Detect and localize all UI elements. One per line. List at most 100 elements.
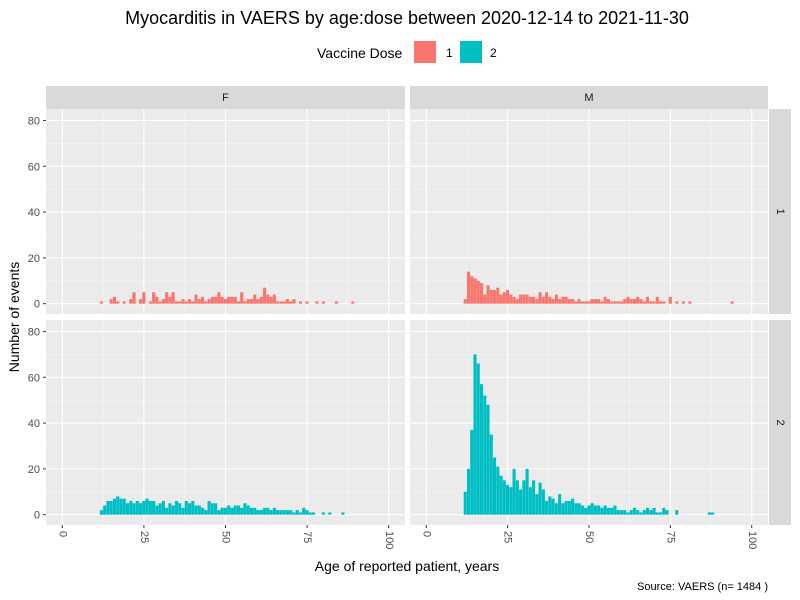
bar xyxy=(551,299,555,304)
bar xyxy=(548,496,552,515)
bar xyxy=(109,500,113,515)
bar xyxy=(632,299,637,304)
strip-label: F xyxy=(222,92,229,104)
bar xyxy=(619,301,624,304)
strip-background xyxy=(769,320,791,525)
bar xyxy=(233,296,237,304)
bar xyxy=(99,301,103,304)
bar xyxy=(165,292,169,304)
bar xyxy=(210,296,214,304)
bar xyxy=(632,507,637,515)
bar xyxy=(116,496,120,515)
bar xyxy=(282,301,286,304)
bar xyxy=(230,296,234,304)
bar xyxy=(662,301,666,304)
bar xyxy=(492,457,497,515)
y-tick-label: 0 xyxy=(34,510,40,522)
strip-col-f: F xyxy=(46,86,405,109)
bar xyxy=(730,301,734,304)
bar xyxy=(181,507,185,515)
bar xyxy=(665,510,669,515)
bar xyxy=(112,498,117,515)
bar xyxy=(463,299,467,304)
bar xyxy=(616,510,620,515)
y-tick-label: 40 xyxy=(28,418,40,430)
bar xyxy=(519,294,523,304)
bar xyxy=(279,510,283,515)
bar xyxy=(236,505,241,515)
bar xyxy=(528,487,532,515)
bar xyxy=(473,278,477,304)
bar xyxy=(593,299,597,304)
bar xyxy=(577,299,581,304)
bar xyxy=(269,510,273,515)
strip-row-2: 2 xyxy=(769,320,791,525)
bar xyxy=(341,512,345,515)
bar xyxy=(227,296,231,304)
bar xyxy=(132,292,136,304)
strip-background xyxy=(46,86,405,109)
bar xyxy=(266,294,270,304)
bar xyxy=(243,301,247,304)
bar xyxy=(610,507,614,515)
bar xyxy=(197,299,201,304)
bar xyxy=(174,301,179,304)
x-tick-label: 50 xyxy=(583,531,595,543)
bar xyxy=(688,301,692,304)
caption: Source: VAERS (n= 1484 ) xyxy=(637,581,768,593)
panel-m-dose-2: 0 25 50 75 100 xyxy=(410,320,768,549)
strip-background xyxy=(769,109,791,314)
bar xyxy=(204,301,208,304)
bar xyxy=(675,301,679,304)
bar xyxy=(223,507,227,515)
bar xyxy=(642,510,646,515)
bar xyxy=(285,299,289,304)
bar xyxy=(652,301,656,304)
bar xyxy=(519,489,523,515)
bar xyxy=(600,507,604,515)
bar xyxy=(479,384,484,515)
bar xyxy=(308,512,312,515)
bar xyxy=(230,507,234,515)
bar xyxy=(603,296,607,304)
y-tick-label: 80 xyxy=(28,326,40,338)
bar xyxy=(168,503,172,515)
bar xyxy=(522,480,526,515)
bar xyxy=(243,503,247,515)
y-tick-label: 80 xyxy=(28,115,40,127)
bar xyxy=(587,301,591,304)
bar xyxy=(220,296,224,304)
bar xyxy=(662,507,666,515)
bar xyxy=(541,296,545,304)
bar xyxy=(298,512,303,515)
bar xyxy=(541,489,545,515)
bar xyxy=(302,507,306,515)
bar xyxy=(626,512,630,515)
bar xyxy=(502,480,506,515)
bar xyxy=(580,301,584,304)
bar xyxy=(289,301,293,304)
bar xyxy=(289,510,293,515)
bar xyxy=(606,507,611,515)
bar xyxy=(561,503,565,515)
bar xyxy=(178,301,182,304)
bar xyxy=(564,500,568,515)
panel-f-dose-2: 0 20 40 60 80 0 25 50 75 100 xyxy=(28,320,405,549)
bar xyxy=(155,505,159,515)
y-tick-label: 0 xyxy=(34,299,40,311)
bar xyxy=(597,505,601,515)
bar xyxy=(240,292,244,304)
bar xyxy=(263,287,267,304)
bar xyxy=(266,507,270,515)
bar xyxy=(103,505,107,515)
panel-m-dose-1 xyxy=(410,109,768,314)
bar xyxy=(506,484,510,515)
bar xyxy=(473,354,477,515)
bar xyxy=(502,292,506,304)
bar xyxy=(606,299,611,304)
bar xyxy=(564,296,568,304)
bar xyxy=(217,510,221,515)
bar xyxy=(558,494,562,515)
bar xyxy=(305,510,309,515)
